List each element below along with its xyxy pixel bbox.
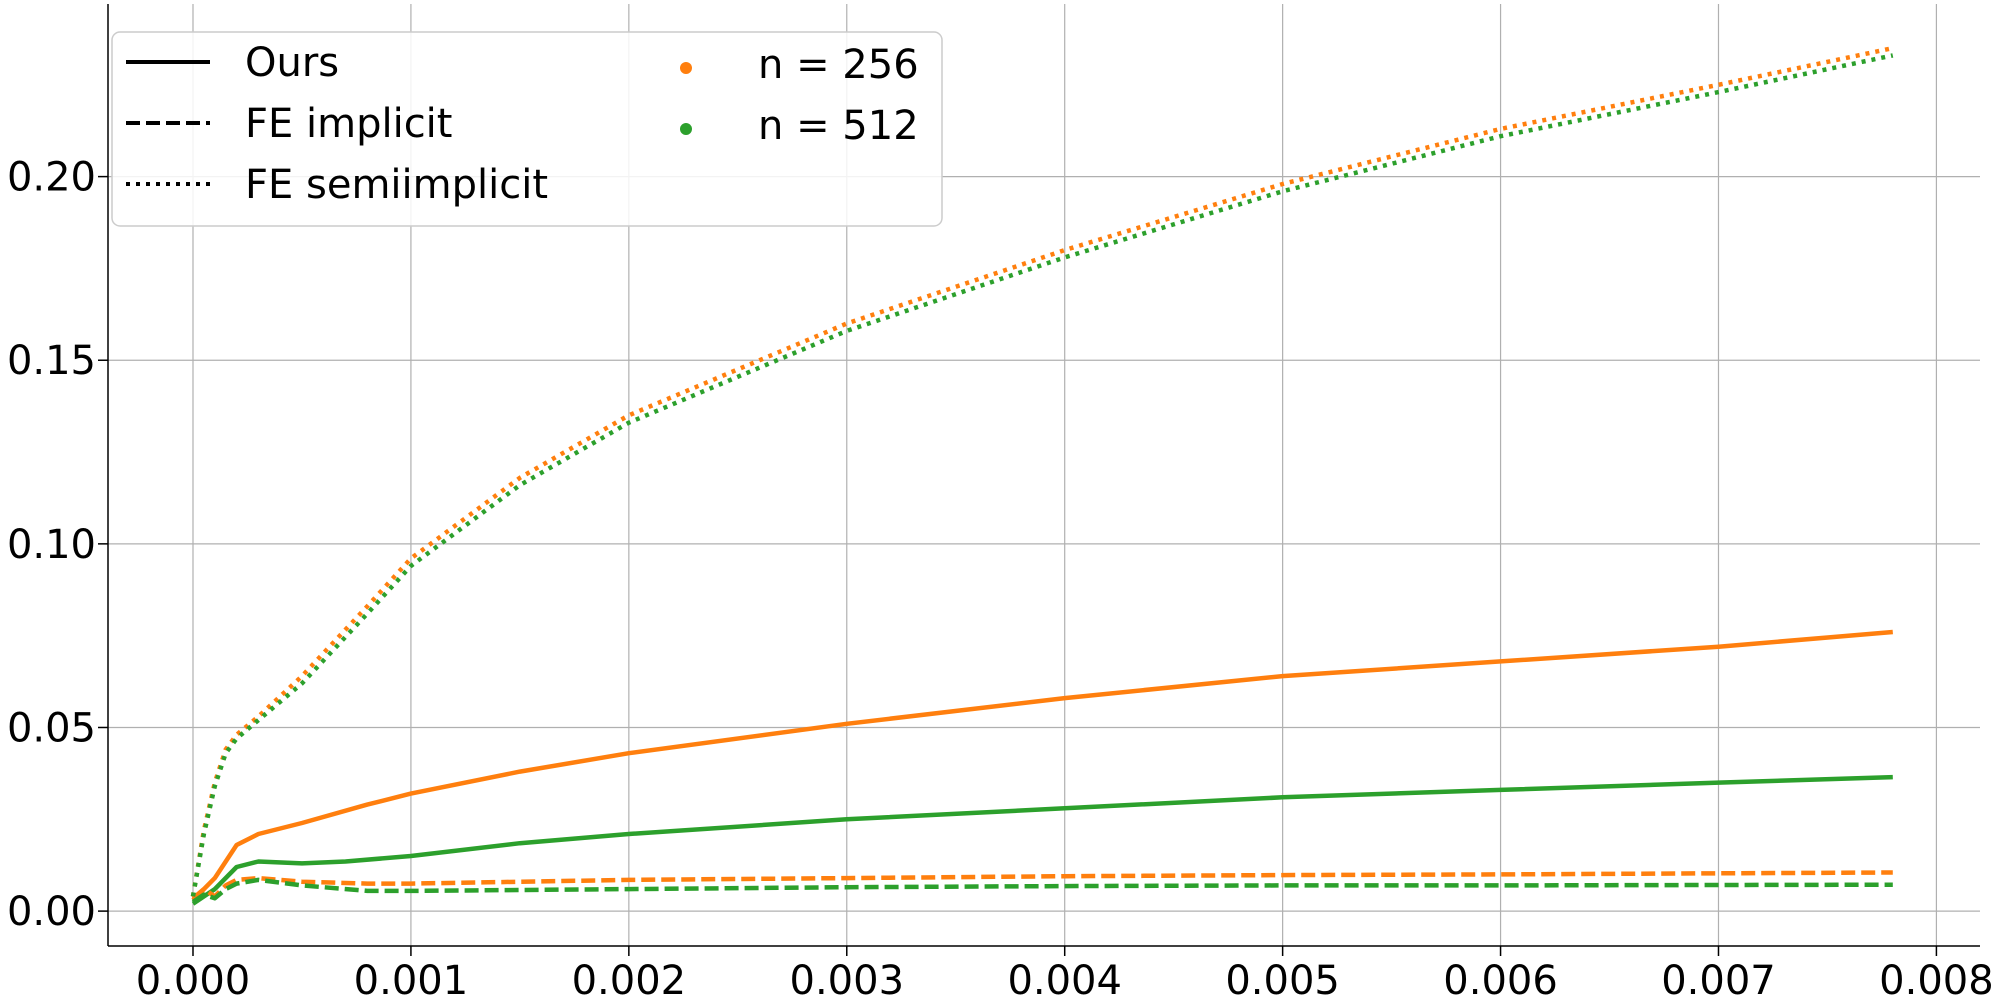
y-tick-label: 0.20 [7,155,96,201]
x-tick-label: 0.007 [1661,958,1776,1000]
y-tick-label: 0.00 [7,889,96,935]
legend-marker-dot [680,62,692,74]
x-tick-label: 0.000 [136,958,251,1000]
tick-labels: 0.000 0.001 0.002 0.003 0.004 0.005 0.006 0.007… [7,155,1994,1004]
legend-marker-dot [680,123,692,135]
legend-label: n = 256 [758,42,919,88]
x-tick-label: 0.003 [790,958,905,1000]
series-lines [190,45,1894,906]
series-line-ours-512 [191,774,1893,906]
x-tick-label: 0.008 [1879,958,1994,1000]
y-tick-label: 0.10 [7,522,96,568]
x-tick-label: 0.006 [1443,958,1558,1000]
series-line-fe-semiimplicit-512 [190,53,1894,897]
x-tick-label: 0.002 [572,958,687,1000]
y-tick-label: 0.05 [7,705,96,751]
axes [98,4,1980,956]
legend-label: n = 512 [758,103,919,149]
series-line-fe-implicit-256 [191,870,1893,901]
legend-label: Ours [245,40,339,86]
x-tick-label: 0.005 [1225,958,1340,1000]
x-tick-label: 0.004 [1007,958,1122,1000]
y-tick-label: 0.15 [7,338,96,384]
legend-label: FE implicit [245,101,452,147]
legend-label: FE semiimplicit [245,162,548,208]
series-line-fe-implicit-512 [191,877,1893,904]
grid [108,4,1980,946]
legend-box [111,31,943,227]
series-line-ours-256 [191,629,1893,902]
x-tick-label: 0.001 [354,958,469,1000]
legend: Ours FE implicit FE semiimplicit n = 256 n =… [111,31,943,227]
